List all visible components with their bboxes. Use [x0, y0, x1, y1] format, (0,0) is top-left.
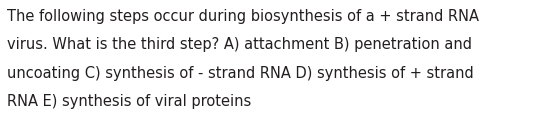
Text: uncoating C) synthesis of - strand RNA D) synthesis of + strand: uncoating C) synthesis of - strand RNA D…: [7, 66, 473, 81]
Text: The following steps occur during biosynthesis of a + strand RNA: The following steps occur during biosynt…: [7, 9, 479, 24]
Text: virus. What is the third step? A) attachment B) penetration and: virus. What is the third step? A) attach…: [7, 37, 472, 52]
Text: RNA E) synthesis of viral proteins: RNA E) synthesis of viral proteins: [7, 94, 251, 109]
